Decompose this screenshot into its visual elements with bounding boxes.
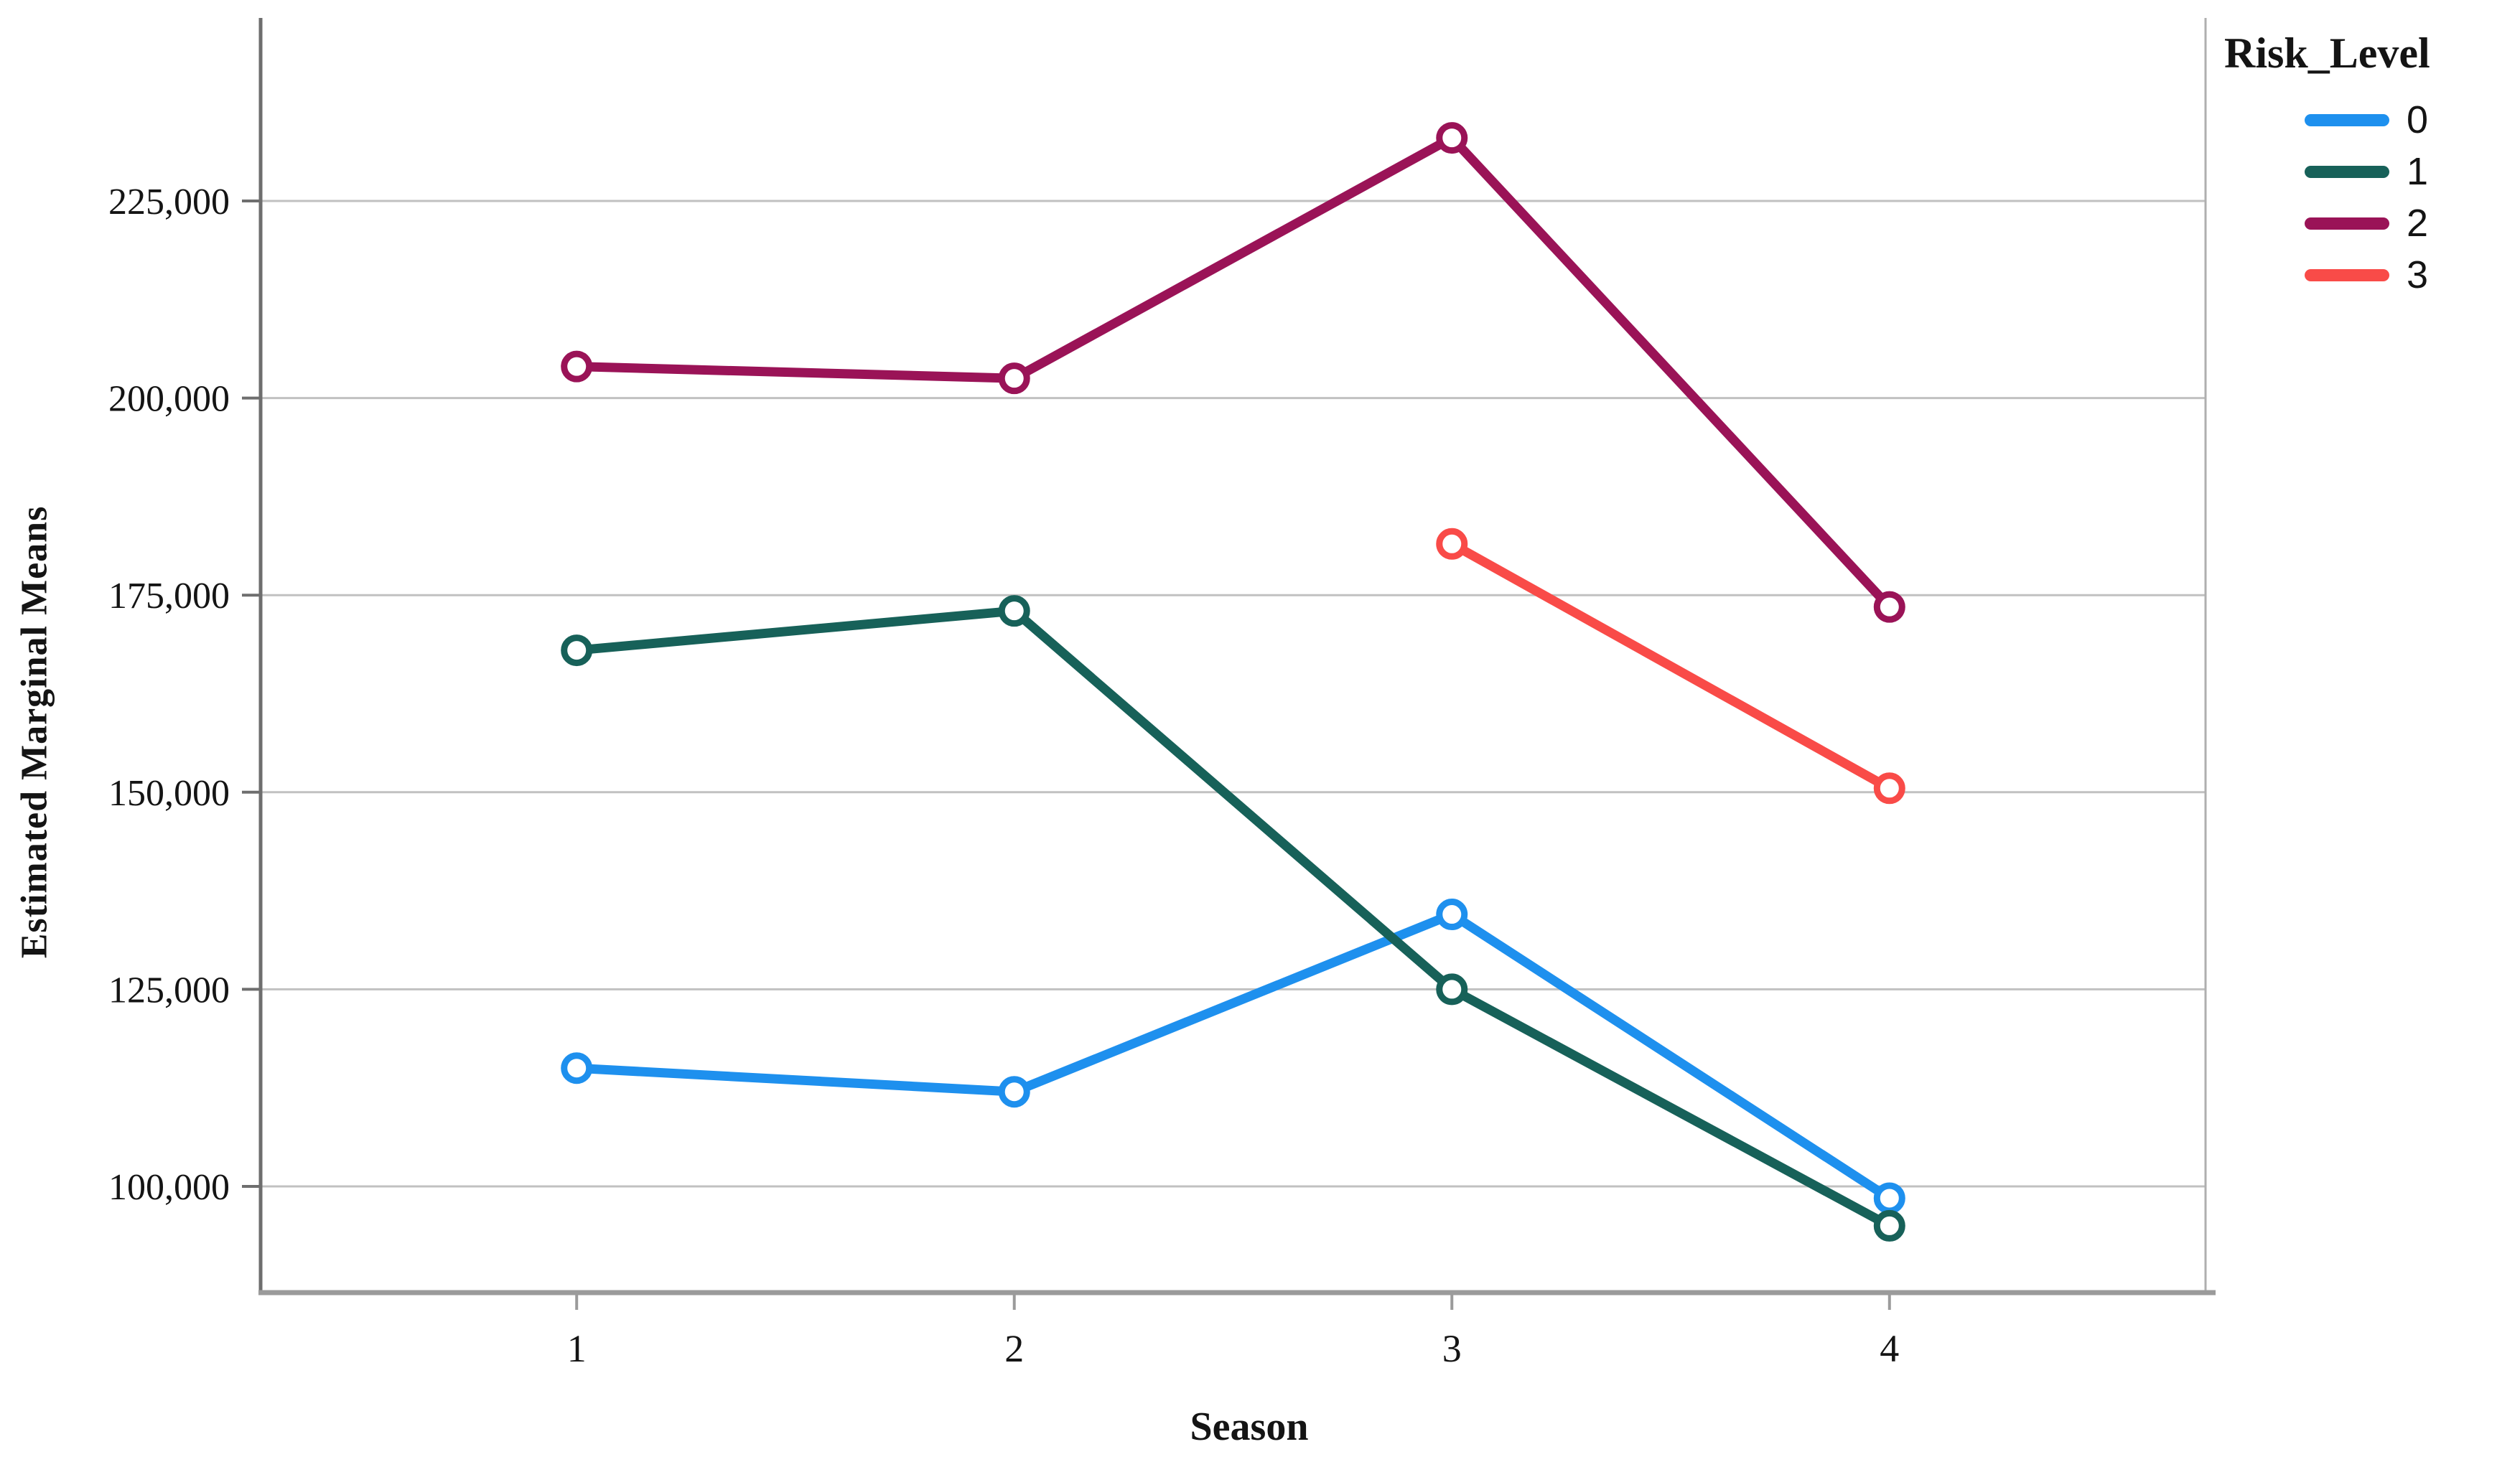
series-line <box>1450 540 1892 792</box>
series-risk-1 <box>561 595 1905 1242</box>
legend: Risk_Level 0 1 2 3 <box>2224 29 2519 301</box>
data-point-marker <box>561 634 593 667</box>
series-risk-3 <box>1436 528 1905 805</box>
y-axis-ticks: 100,000 125,000 150,000 175,000 200,000 225,0… <box>108 182 261 1208</box>
x-tick-label: 3 <box>1442 1327 1462 1370</box>
x-tick-label: 4 <box>1880 1327 1899 1370</box>
data-point-marker <box>1873 591 1905 623</box>
legend-item-1: 1 <box>2224 146 2519 197</box>
data-point-marker <box>998 1076 1030 1108</box>
y-tick-label: 100,000 <box>108 1167 230 1208</box>
legend-item-2: 2 <box>2224 197 2519 249</box>
series-line <box>576 909 1893 1202</box>
legend-item-3: 3 <box>2224 249 2519 301</box>
legend-item-label: 1 <box>2407 150 2429 193</box>
legend-swatch <box>2305 113 2389 126</box>
data-point-marker <box>1436 122 1468 154</box>
legend-item-0: 0 <box>2224 94 2519 146</box>
legend-item-label: 0 <box>2407 98 2429 141</box>
data-point-marker <box>1873 1182 1905 1214</box>
series-risk-0 <box>561 899 1905 1214</box>
data-point-marker <box>1873 772 1905 805</box>
legend-items: 0 1 2 3 <box>2224 94 2519 301</box>
y-tick-label: 175,000 <box>108 576 230 617</box>
series-line <box>577 131 1893 611</box>
series-line <box>576 606 1892 1230</box>
y-tick-label: 125,000 <box>108 970 230 1011</box>
x-tick-label: 1 <box>567 1327 587 1370</box>
series-risk-2 <box>561 122 1905 623</box>
data-point-marker <box>998 362 1030 395</box>
data-point-marker <box>1873 1209 1905 1242</box>
data-point-marker <box>1436 899 1468 931</box>
legend-swatch <box>2305 268 2389 281</box>
data-point-marker <box>561 1052 593 1084</box>
data-point-marker <box>561 350 593 383</box>
y-tick-label: 225,000 <box>108 182 230 222</box>
x-tick-label: 2 <box>1004 1327 1024 1370</box>
y-axis-title: Estimated Marginal Means <box>14 505 55 959</box>
legend-swatch <box>2305 217 2389 230</box>
data-point-marker <box>1436 528 1468 560</box>
data-point-marker <box>998 595 1030 627</box>
y-tick-label: 150,000 <box>108 773 230 814</box>
data-point-marker <box>1436 973 1468 1006</box>
legend-title: Risk_Level <box>2224 29 2430 77</box>
legend-swatch <box>2305 165 2389 178</box>
legend-item-label: 3 <box>2407 253 2429 296</box>
legend-item-label: 2 <box>2407 202 2429 245</box>
x-axis-title: Season <box>1190 1405 1309 1449</box>
gridlines <box>261 200 2206 1188</box>
x-axis-ticks: 1 2 3 4 <box>567 1293 1899 1370</box>
y-tick-label: 200,000 <box>108 379 230 420</box>
